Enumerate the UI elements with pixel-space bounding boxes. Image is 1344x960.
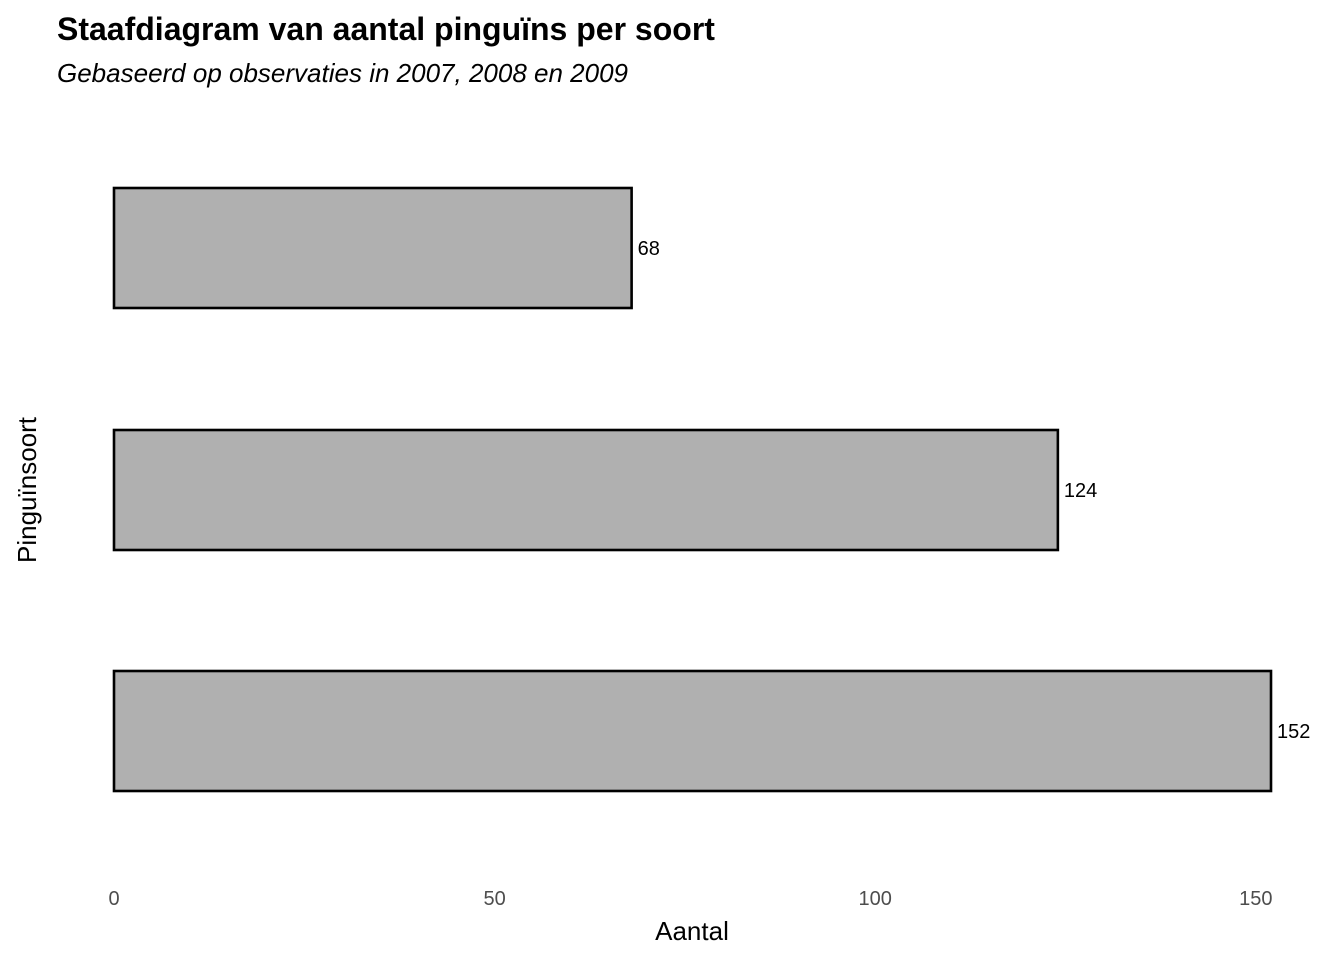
data-label-2: 124: [1064, 480, 1097, 502]
x-axis-title: Aantal: [655, 916, 729, 946]
x-axis-ticks: 0 50 100 150: [108, 888, 1272, 910]
x-tick-label-100: 100: [858, 888, 891, 910]
bar-3: [112, 669, 1273, 793]
data-label-1: 68: [638, 238, 660, 260]
bar-1: [112, 186, 633, 310]
x-tick-label-50: 50: [483, 888, 505, 910]
x-tick-label-150: 150: [1239, 888, 1272, 910]
chart-subtitle: Gebaseerd op observaties in 2007, 2008 e…: [57, 58, 628, 88]
bar-2: [112, 428, 1060, 552]
y-axis-title: Pinguïnsoort: [12, 416, 42, 563]
chart-title: Staafdiagram van aantal pinguïns per soo…: [57, 11, 715, 47]
bars-group: [112, 186, 1273, 793]
x-tick-label-0: 0: [108, 888, 119, 910]
data-labels-group: 68 124 152: [638, 238, 1311, 743]
data-label-3: 152: [1277, 721, 1310, 743]
